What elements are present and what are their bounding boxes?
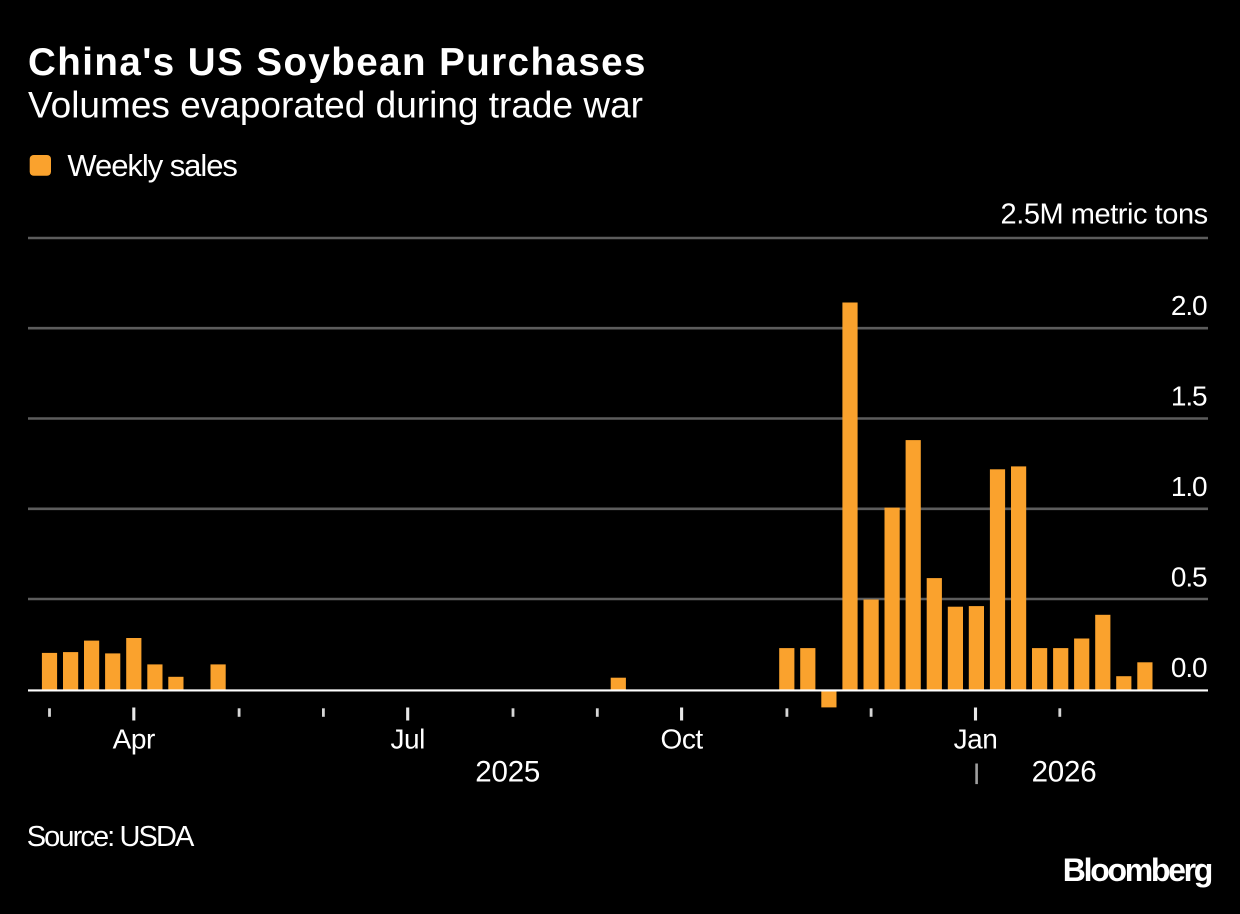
svg-text:0.0: 0.0 <box>1171 652 1207 683</box>
svg-text:Volumes evaporated during trad: Volumes evaporated during trade war <box>28 85 643 126</box>
svg-text:Apr: Apr <box>113 724 155 755</box>
svg-text:China's US Soybean Purchases: China's US Soybean Purchases <box>28 41 647 84</box>
svg-text:Jul: Jul <box>390 724 424 755</box>
svg-text:2.5M metric tons: 2.5M metric tons <box>1001 198 1208 230</box>
svg-text:2025: 2025 <box>475 756 540 789</box>
svg-text:2.0: 2.0 <box>1171 290 1207 321</box>
svg-text:Source: USDA: Source: USDA <box>27 821 195 853</box>
svg-text:Bloomberg: Bloomberg <box>1063 852 1212 888</box>
svg-text:2026: 2026 <box>1032 756 1097 789</box>
svg-text:0.5: 0.5 <box>1171 562 1207 593</box>
svg-text:1.5: 1.5 <box>1171 381 1207 412</box>
svg-text:Weekly sales: Weekly sales <box>67 148 237 183</box>
svg-text:1.0: 1.0 <box>1171 471 1207 502</box>
svg-text:Oct: Oct <box>660 724 703 755</box>
svg-text:Jan: Jan <box>954 724 998 755</box>
